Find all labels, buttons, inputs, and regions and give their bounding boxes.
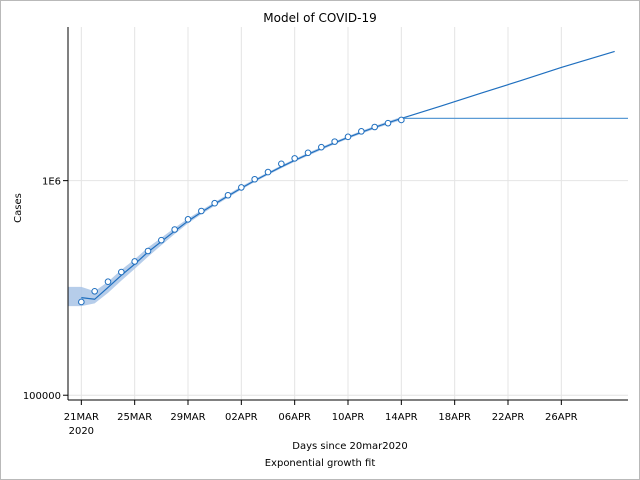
observed-point	[278, 160, 285, 168]
x-tick-label: 25MAR	[117, 412, 152, 423]
observed-point	[104, 278, 112, 286]
observed-point	[118, 268, 125, 276]
observed-point	[198, 207, 205, 215]
observed-point	[131, 258, 138, 265]
series-lines	[81, 50, 628, 300]
observed-point	[384, 119, 392, 127]
observed-point	[158, 236, 165, 244]
x-tick-label: 21MAR	[64, 412, 99, 423]
x-tick-label: 06APR	[278, 412, 311, 423]
axes	[63, 27, 628, 405]
x-tick-label: 26APR	[545, 412, 578, 423]
observed-point	[171, 226, 178, 233]
confidence-band-area	[68, 116, 402, 307]
observed-point	[398, 116, 405, 124]
observed-point	[184, 216, 192, 223]
observed-point	[318, 143, 325, 151]
x-tick-label: 18APR	[438, 412, 471, 423]
observed-point	[91, 287, 98, 295]
observed-point	[251, 175, 258, 183]
observed-point	[358, 128, 365, 135]
observed-point	[78, 298, 85, 306]
y-tick-label: 1E6	[42, 177, 61, 188]
x-tick-label: 10APR	[332, 412, 365, 423]
x-tick-label: 29MAR	[170, 412, 205, 423]
chart-title: Model of COVID-19	[263, 11, 376, 25]
chart-footnote: Exponential growth fit	[265, 458, 376, 469]
observed-point	[238, 184, 245, 191]
x-axis-label: Days since 20mar2020	[292, 441, 407, 452]
tick-labels: 21MAR 2020 25MAR 29MAR 02APR 06APR 10APR 14APR 1…	[23, 177, 578, 437]
observed-point	[211, 199, 218, 207]
x-tick-sublabel: 2020	[69, 426, 94, 437]
observed-point	[264, 168, 272, 176]
observed-point	[304, 149, 312, 157]
observed-point	[224, 191, 232, 199]
observed-point	[371, 123, 378, 131]
observed-point	[331, 138, 338, 145]
y-tick-label: 100000	[23, 391, 61, 402]
x-tick-label: 02APR	[225, 412, 258, 423]
y-axis-label: Cases	[13, 193, 24, 223]
observed-point	[291, 155, 298, 162]
observed-point	[344, 133, 352, 141]
fit-line	[81, 50, 615, 300]
gridlines	[68, 27, 628, 400]
confidence-band	[68, 116, 402, 307]
observed-point	[144, 247, 152, 255]
x-tick-label: 22APR	[492, 412, 525, 423]
observed-markers	[78, 116, 405, 306]
x-tick-label: 14APR	[385, 412, 418, 423]
